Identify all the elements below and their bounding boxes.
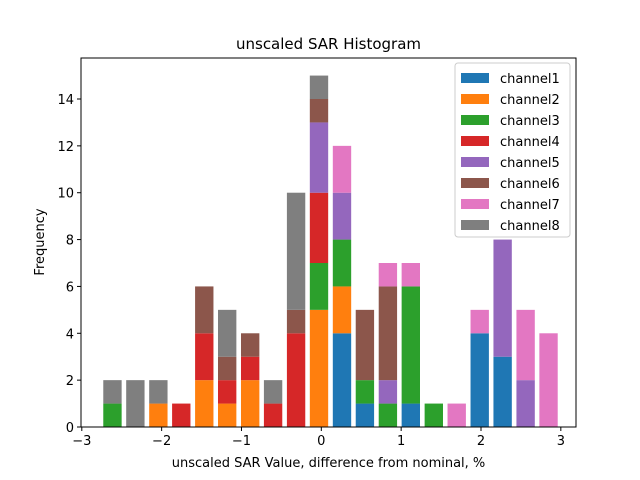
bar-channel6-bin-10 — [309, 99, 329, 123]
bar-channel6-bin-13 — [378, 286, 398, 381]
bar-channel2-bin-7 — [240, 380, 260, 427]
bar-channel7-bin-13 — [378, 263, 398, 287]
bar-channel2-bin-3 — [149, 403, 168, 427]
y-tick-label: 2 — [66, 374, 74, 389]
bar-channel6-bin-7 — [240, 333, 260, 357]
bar-channel2-bin-6 — [218, 403, 237, 427]
bar-channel4-bin-5 — [195, 333, 214, 381]
bar-channel1-bin-17 — [470, 333, 489, 427]
bar-channel1-bin-11 — [332, 333, 352, 427]
bar-channel7-bin-11 — [332, 145, 352, 193]
bar-channel2-bin-11 — [332, 286, 352, 334]
x-tick-label: 3 — [557, 434, 565, 449]
bar-channel5-bin-18 — [493, 239, 512, 357]
legend-swatch-channel2 — [461, 94, 489, 104]
bar-channel7-bin-14 — [401, 263, 420, 287]
bar-channel8-bin-6 — [218, 309, 237, 357]
legend-swatch-channel1 — [461, 73, 489, 83]
bar-channel4-bin-9 — [286, 333, 306, 427]
legend-box — [454, 62, 571, 238]
legend: channel1 channel2 channel3 channel4 channel5… — [454, 62, 571, 238]
bar-channel1-bin-12 — [355, 403, 375, 427]
legend-swatch-channel8 — [461, 220, 489, 230]
legend-swatch-channel4 — [461, 136, 489, 146]
legend-swatch-channel3 — [461, 115, 489, 125]
bar-channel3-bin-10 — [309, 263, 329, 310]
bar-channel4-bin-10 — [309, 192, 329, 263]
bar-channel6-bin-5 — [195, 286, 214, 334]
bar-channel8-bin-9 — [286, 192, 306, 310]
bar-channel7-bin-17 — [470, 309, 489, 334]
x-axis-label: unscaled SAR Value, difference from nomi… — [172, 456, 486, 471]
bar-channel8-bin-1 — [103, 380, 122, 404]
x-tick-label: −1 — [232, 434, 251, 449]
y-tick-label: 8 — [66, 234, 74, 249]
bar-channel6-bin-9 — [286, 309, 306, 334]
bar-channel7-bin-20 — [539, 333, 558, 427]
bar-channel5-bin-19 — [516, 380, 535, 427]
legend-label-channel6: channel6 — [500, 177, 560, 192]
bar-channel2-bin-10 — [309, 309, 329, 427]
x-tick-label: 1 — [397, 434, 405, 449]
bar-channel4-bin-6 — [218, 380, 237, 404]
bar-channel6-bin-6 — [218, 356, 237, 381]
bar-channel3-bin-14 — [401, 286, 420, 404]
bar-channel3-bin-1 — [103, 403, 122, 427]
y-tick-label: 12 — [57, 140, 74, 155]
y-tick-label: 6 — [66, 280, 74, 295]
legend-label-channel3: channel3 — [500, 114, 560, 129]
bar-channel1-bin-14 — [401, 403, 420, 427]
chart-title: unscaled SAR Histogram — [236, 35, 421, 53]
bar-channel3-bin-15 — [424, 403, 443, 427]
bar-channel5-bin-10 — [309, 122, 329, 193]
legend-swatch-channel7 — [461, 199, 489, 209]
x-tick-label: 2 — [477, 434, 485, 449]
bar-channel4-bin-4 — [172, 403, 191, 427]
bar-channel1-bin-18 — [493, 356, 512, 427]
bar-channel5-bin-13 — [378, 380, 398, 404]
legend-swatch-channel5 — [461, 157, 489, 167]
bar-channel7-bin-16 — [447, 403, 466, 427]
bar-channel2-bin-5 — [195, 380, 214, 427]
legend-label-channel8: channel8 — [500, 219, 560, 234]
bar-channel8-bin-10 — [309, 75, 329, 99]
x-tick-label: −2 — [152, 434, 171, 449]
bar-channel5-bin-11 — [332, 192, 352, 240]
x-tick-label: −3 — [72, 434, 91, 449]
legend-label-channel1: channel1 — [500, 72, 560, 87]
legend-label-channel2: channel2 — [500, 93, 560, 108]
bars-group — [103, 75, 558, 427]
y-tick-label: 14 — [57, 93, 74, 108]
x-tick-label: 0 — [317, 434, 325, 449]
y-tick-label: 4 — [66, 327, 74, 342]
bar-channel4-bin-7 — [240, 356, 260, 381]
bar-channel3-bin-11 — [332, 239, 352, 287]
legend-swatch-channel6 — [461, 178, 489, 188]
legend-label-channel7: channel7 — [500, 198, 560, 213]
bar-channel3-bin-12 — [355, 380, 375, 404]
bar-channel8-bin-3 — [149, 380, 168, 404]
bar-channel8-bin-8 — [263, 380, 283, 404]
bar-channel7-bin-19 — [516, 309, 535, 381]
legend-label-channel4: channel4 — [500, 135, 560, 150]
y-tick-label: 10 — [57, 187, 74, 202]
bar-channel8-bin-2 — [126, 380, 145, 427]
y-axis-label: Frequency — [33, 208, 48, 275]
bar-channel3-bin-13 — [378, 403, 398, 427]
bar-channel6-bin-12 — [355, 309, 375, 381]
bar-channel4-bin-8 — [263, 403, 283, 427]
axes-frame — [80, 57, 577, 428]
y-tick-label: 0 — [66, 421, 74, 436]
legend-label-channel5: channel5 — [500, 156, 560, 171]
